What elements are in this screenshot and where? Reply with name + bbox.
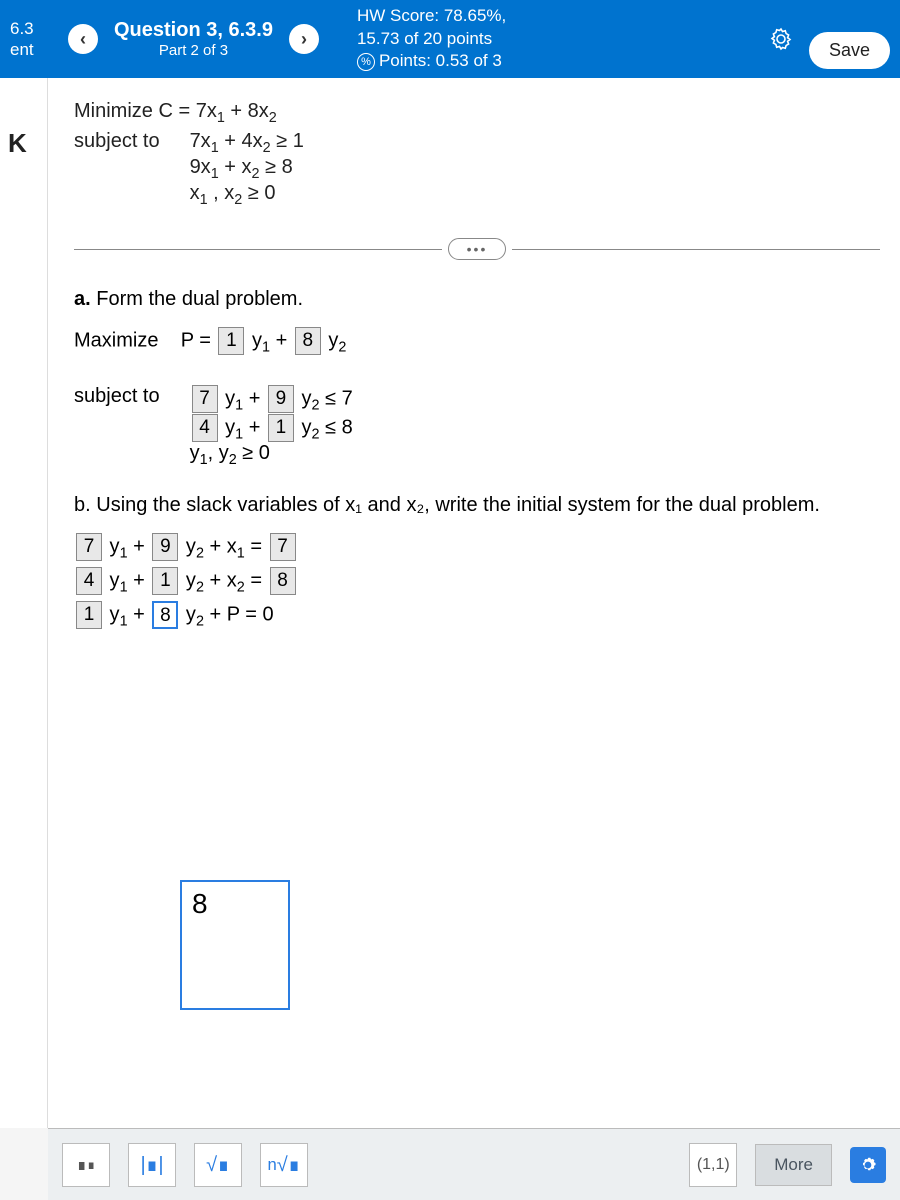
- save-button[interactable]: Save: [809, 32, 890, 69]
- system-row-2: 4 y1 + 1 y2 + x2 = 8: [74, 567, 880, 595]
- collapse-panel-button[interactable]: K: [8, 128, 27, 159]
- subject-to-label: subject to: [74, 130, 184, 153]
- answer-box-b-e1b1[interactable]: 7: [76, 533, 102, 561]
- maximize-row: Maximize P = 1 y1 + 8 y2: [74, 327, 880, 355]
- header-left-label: 6.3 ent: [10, 18, 60, 61]
- constraints: 7x1 + 4x2 ≥ 1 9x1 + x2 ≥ 8 x1 , x2 ≥ 0: [190, 130, 304, 208]
- subject-to-label-2: subject to: [74, 385, 184, 408]
- points-of-total: 15.73 of 20 points: [357, 28, 761, 51]
- answer-box-a-r1c1[interactable]: 7: [192, 385, 218, 413]
- dual-constraints: subject to 7 y1 + 9 y2 ≤ 7 4 y1 + 1 y2 ≤…: [74, 385, 880, 468]
- tool-exponent-button[interactable]: ∎∎: [62, 1143, 110, 1187]
- points-detail-row: %Points: 0.53 of 3: [357, 50, 761, 73]
- active-answer-input[interactable]: 8: [180, 880, 290, 1010]
- maximize-label: Maximize: [74, 329, 158, 351]
- answer-box-b-e2b1[interactable]: 4: [76, 567, 102, 595]
- gear-icon: [769, 27, 793, 51]
- tool-sqrt-button[interactable]: √∎: [194, 1143, 242, 1187]
- divider-line-right: [512, 249, 880, 250]
- answer-box-b-e3b2-active[interactable]: 8: [152, 601, 178, 629]
- system-row-1: 7 y1 + 9 y2 + x1 = 7: [74, 533, 880, 561]
- app-header: 6.3 ent ‹ Question 3, 6.3.9 Part 2 of 3 …: [0, 0, 900, 78]
- minimize-line: Minimize C = 7x1 + 8x2: [74, 100, 880, 126]
- section-divider: •••: [74, 238, 880, 260]
- points-detail: Points: 0.53 of 3: [379, 51, 502, 70]
- left-rail: K: [0, 78, 48, 1128]
- answer-box-a-r2c2[interactable]: 1: [268, 414, 294, 442]
- tool-nthroot-button[interactable]: n√∎: [260, 1143, 308, 1187]
- tool-ordered-pair-button[interactable]: (1,1): [689, 1143, 737, 1187]
- part-b-label: b. Using the slack variables of x₁ and x…: [74, 494, 880, 517]
- more-label: More: [774, 1155, 813, 1175]
- math-toolbar: ∎∎ |∎| √∎ n√∎ (1,1) More: [48, 1128, 900, 1200]
- answer-box-b-e1b3[interactable]: 7: [270, 533, 296, 561]
- question-content: Minimize C = 7x1 + 8x2 subject to 7x1 + …: [48, 78, 900, 1128]
- gear-icon: [858, 1155, 878, 1175]
- answer-box-b-e2b2[interactable]: 1: [152, 567, 178, 595]
- percent-icon: %: [357, 53, 375, 71]
- expand-button[interactable]: •••: [448, 238, 507, 260]
- answer-box-a-r2c1[interactable]: 4: [192, 414, 218, 442]
- question-title: Question 3, 6.3.9 Part 2 of 3: [114, 19, 273, 59]
- collapse-left-icon: K: [8, 128, 27, 158]
- answer-box-obj-c2[interactable]: 8: [295, 327, 321, 355]
- header-left-top: 6.3: [10, 18, 60, 39]
- hw-score: HW Score: 78.65%,: [357, 5, 761, 28]
- answer-box-a-r1c2[interactable]: 9: [268, 385, 294, 413]
- toolbar-settings-button[interactable]: [850, 1147, 886, 1183]
- answer-box-b-e1b2[interactable]: 9: [152, 533, 178, 561]
- prev-question-button[interactable]: ‹: [68, 24, 98, 54]
- chevron-left-icon: ‹: [80, 29, 86, 50]
- score-block: HW Score: 78.65%, 15.73 of 20 points %Po…: [357, 5, 761, 74]
- answer-box-obj-c1[interactable]: 1: [218, 327, 244, 355]
- system-row-3: 1 y1 + 8 y2 + P = 0: [74, 601, 880, 629]
- header-left-bottom: ent: [10, 39, 60, 60]
- part-a-label: a. Form the dual problem.: [74, 288, 880, 311]
- answer-box-b-e2b3[interactable]: 8: [270, 567, 296, 595]
- question-part: Part 2 of 3: [114, 42, 273, 59]
- settings-button[interactable]: [767, 25, 795, 53]
- subject-to-block: subject to 7x1 + 4x2 ≥ 1 9x1 + x2 ≥ 8 x1…: [74, 130, 880, 208]
- chevron-right-icon: ›: [301, 29, 307, 50]
- divider-line-left: [74, 249, 442, 250]
- tool-abs-button[interactable]: |∎|: [128, 1143, 176, 1187]
- more-tools-button[interactable]: More: [755, 1144, 832, 1186]
- next-question-button[interactable]: ›: [289, 24, 319, 54]
- answer-box-b-e3b1[interactable]: 1: [76, 601, 102, 629]
- question-number: Question 3, 6.3.9: [114, 19, 273, 42]
- primal-problem: Minimize C = 7x1 + 8x2 subject to 7x1 + …: [74, 100, 880, 208]
